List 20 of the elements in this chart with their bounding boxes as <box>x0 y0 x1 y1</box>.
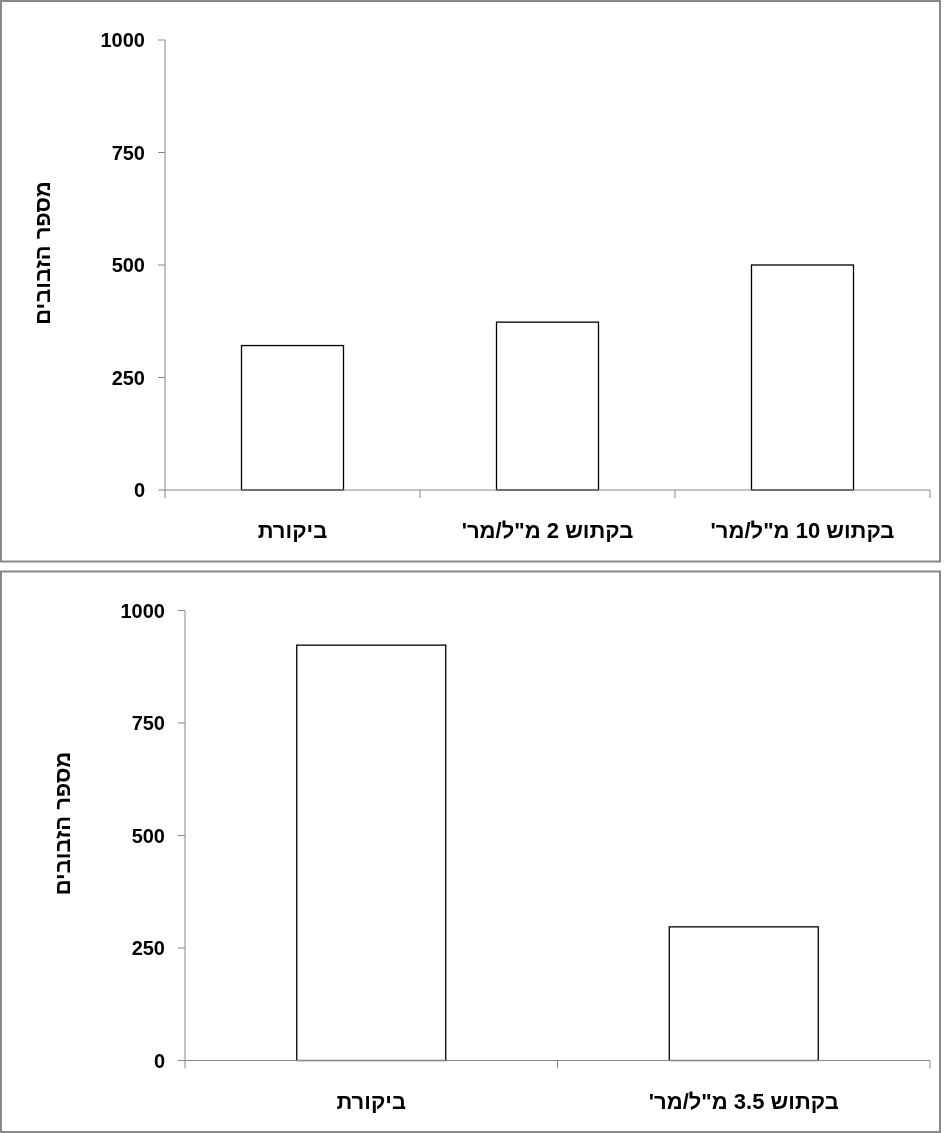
y-tick-label: 500 <box>111 254 145 276</box>
y-tick-label: 500 <box>131 824 165 847</box>
x-tick-label: בקתוש 3.5 מ"ל/מר' <box>648 1088 839 1114</box>
y-tick-label: 750 <box>111 141 145 164</box>
bar <box>495 321 600 491</box>
y-tick-label: 250 <box>111 366 145 389</box>
bar <box>240 344 345 491</box>
y-tick-label: 0 <box>153 1049 165 1072</box>
y-axis-title: מספר הזבובים <box>30 181 55 325</box>
x-tick-label: בקתוש 10 מ"ל/מר' <box>710 518 895 543</box>
y-tick-label: 1000 <box>100 29 145 51</box>
x-tick-label: ביקורת <box>257 518 328 543</box>
y-tick-label: 1000 <box>120 599 165 622</box>
x-tick-label: בקתוש 2 מ"ל/מר' <box>461 518 634 543</box>
y-axis-title: מספר הזבובים <box>50 751 75 896</box>
bar <box>750 264 855 491</box>
x-tick-label: ביקורת <box>336 1088 407 1114</box>
y-tick-label: 750 <box>131 712 165 734</box>
y-tick-label: 250 <box>131 937 165 959</box>
y-tick-label: 0 <box>133 479 145 501</box>
